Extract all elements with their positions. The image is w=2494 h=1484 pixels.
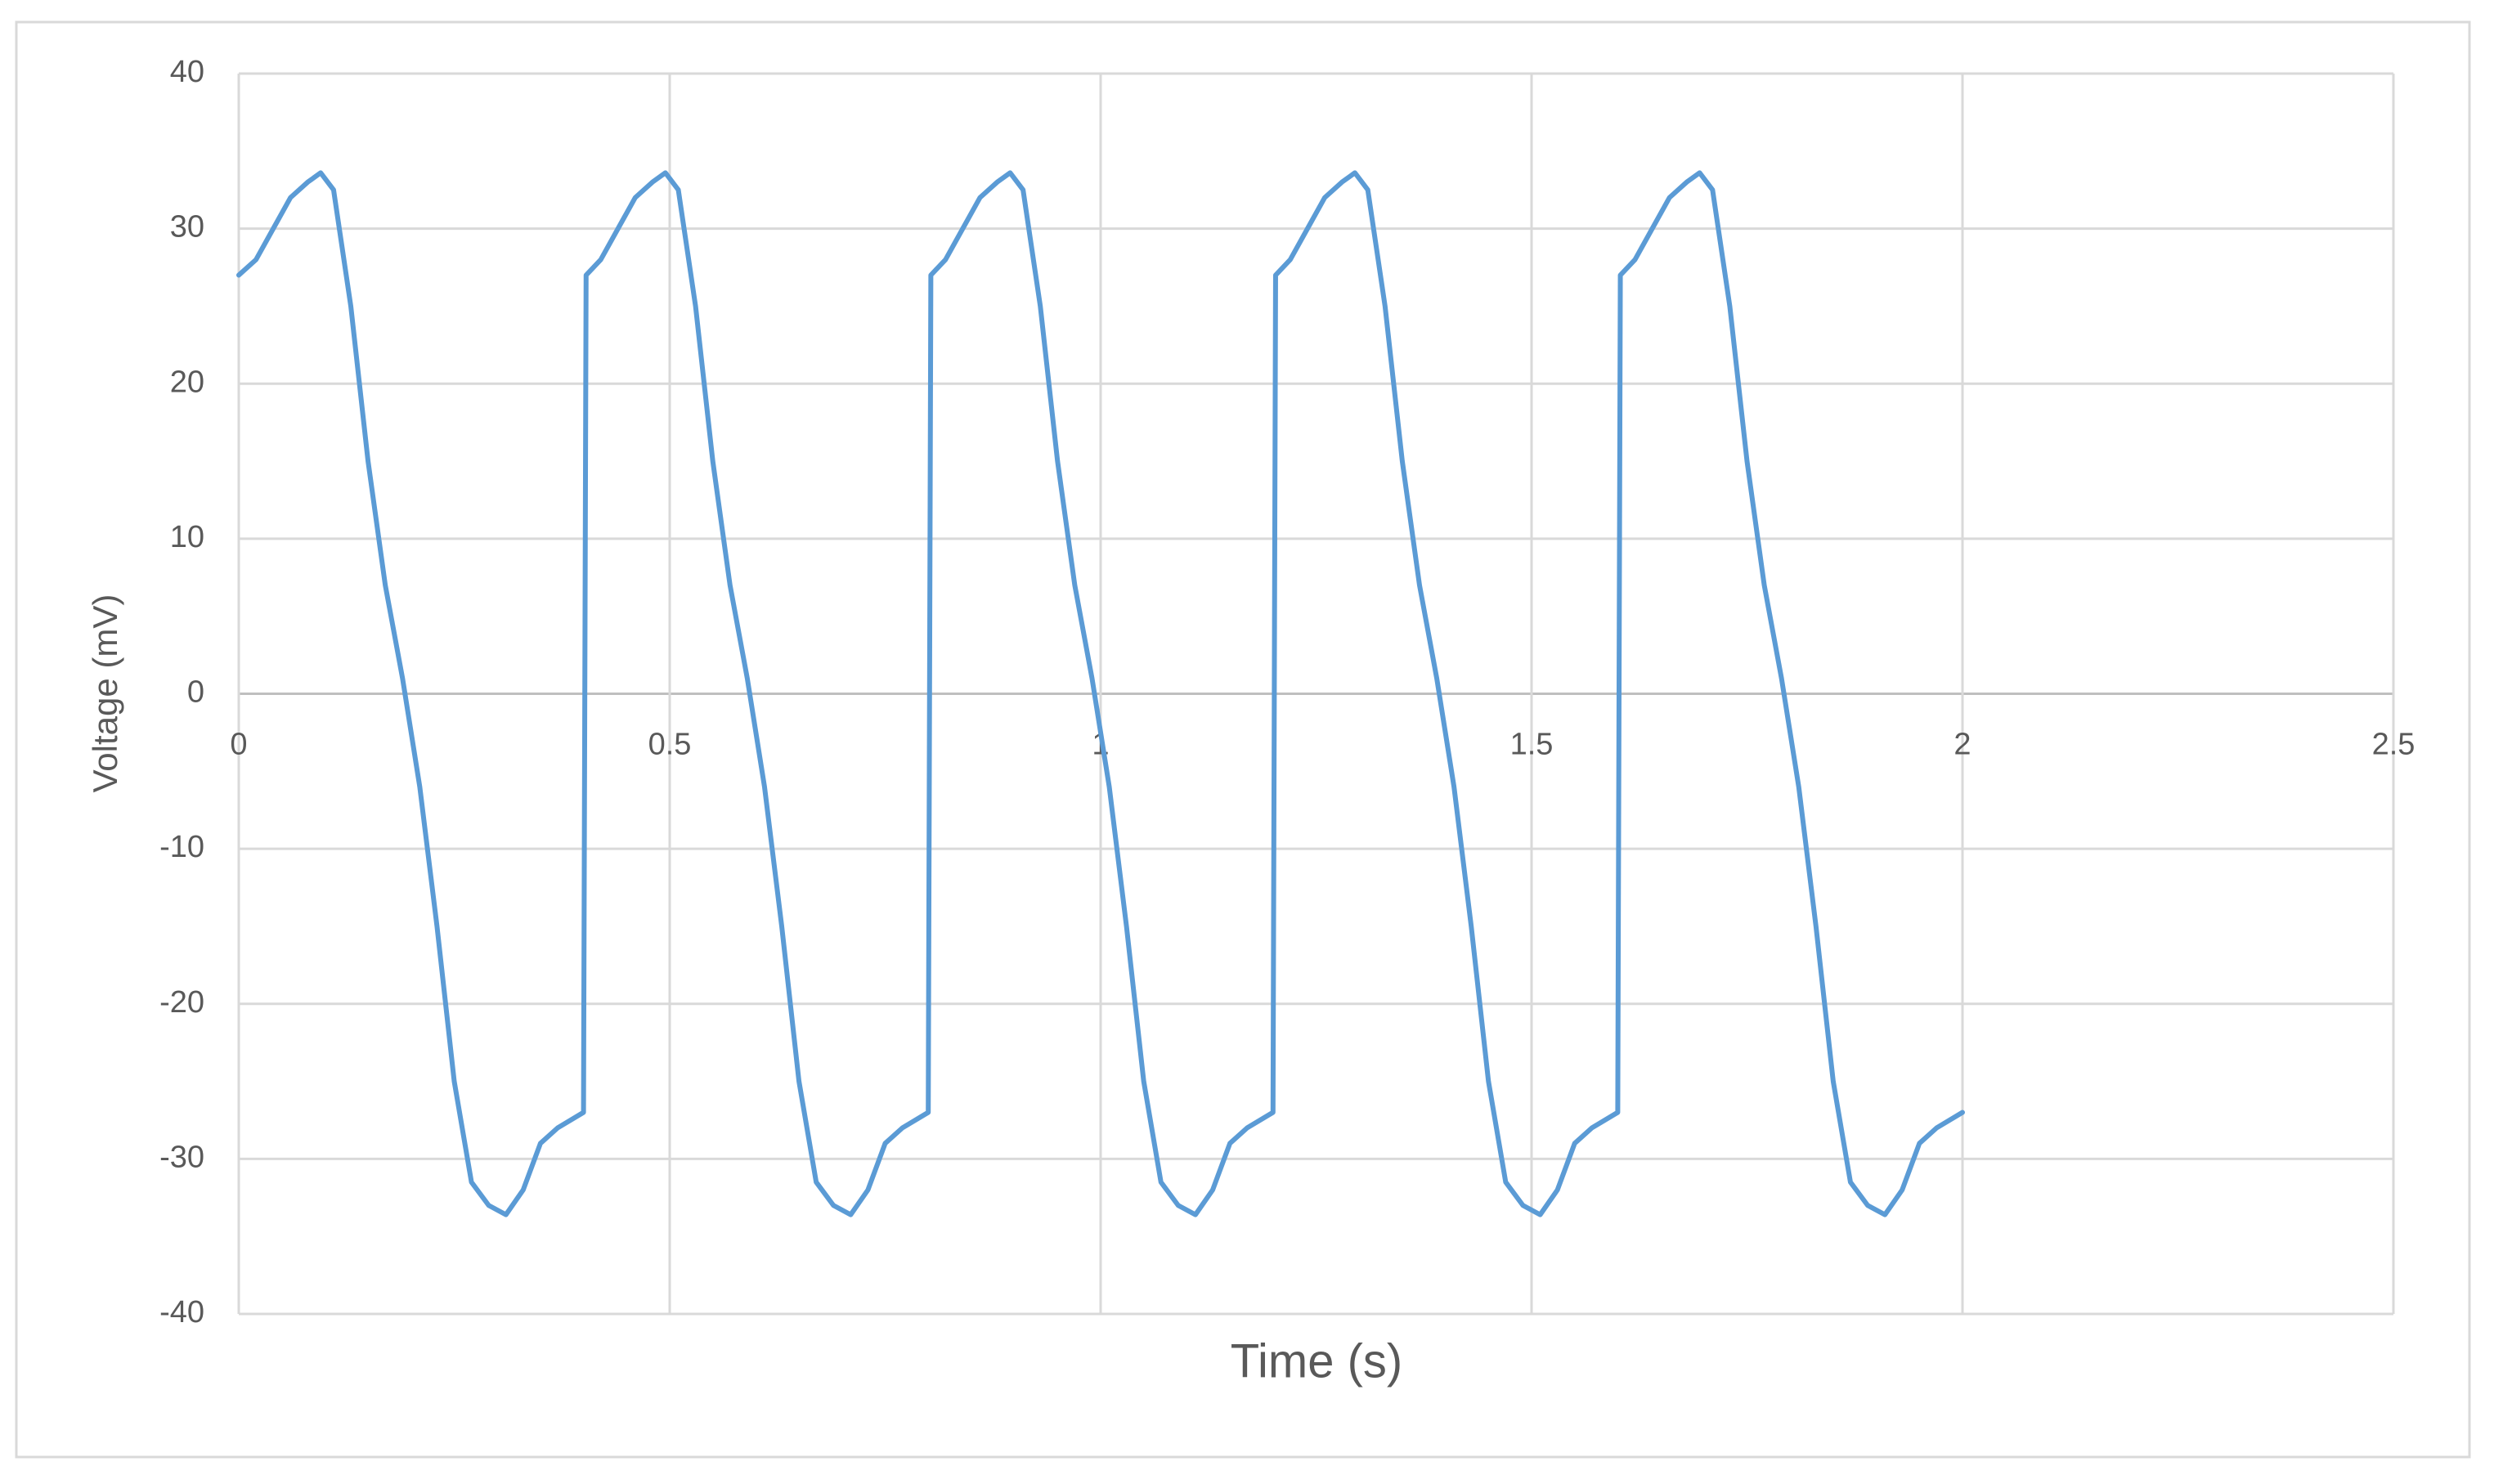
x-tick-label: 2.5	[2372, 728, 2416, 762]
chart-border	[15, 20, 2471, 1459]
x-tick-label: 2	[1953, 728, 1971, 762]
y-axis-title: Voltage (mV)	[86, 594, 124, 793]
x-tick-label: 1.5	[1510, 728, 1554, 762]
y-tick-label: -20	[159, 985, 204, 1020]
y-tick-label: 30	[170, 210, 204, 244]
data-line	[236, 170, 1965, 1217]
y-tick-label: -10	[159, 830, 204, 864]
x-axis-title: Time (s)	[1231, 1334, 1402, 1388]
y-tick-label: 0	[187, 675, 204, 710]
y-tick-label: 20	[170, 365, 204, 399]
y-tick-label: 40	[170, 55, 204, 89]
x-tick-label: 0	[230, 728, 247, 762]
y-tick-label: -30	[159, 1140, 204, 1174]
y-tick-label: -40	[159, 1295, 204, 1329]
x-tick-label: 0.5	[648, 728, 692, 762]
y-tick-label: 10	[170, 520, 204, 554]
